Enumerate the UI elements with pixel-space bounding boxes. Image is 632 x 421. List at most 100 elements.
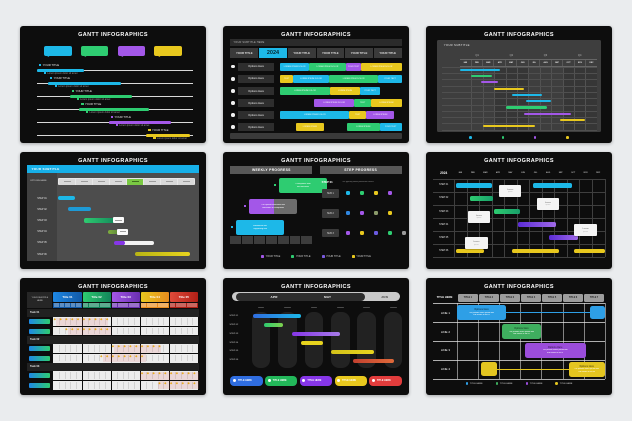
slide-2-gantt-options-table[interactable]: GANTT INFOGRAPHICS YOUR SUBTITLE HERE YOUR… — [223, 26, 409, 143]
cell-divider — [122, 345, 124, 353]
month-label: JUL — [527, 60, 539, 66]
slide-7-tasks-matrix[interactable]: GANTT INFOGRAPHICS YOUR SUBTITLE HERE Titl… — [20, 278, 206, 395]
column-header: Title 05 — [169, 292, 198, 302]
line-label: LINE 4 — [440, 367, 450, 372]
cell-divider — [128, 372, 129, 380]
timeline-segment — [178, 178, 195, 185]
grid-vline — [541, 178, 543, 258]
cell-divider — [122, 381, 124, 389]
subcol-strip — [169, 302, 198, 308]
marker-diamond-icon: ◆ — [164, 371, 167, 376]
subcol-square — [175, 303, 181, 308]
cell-divider — [163, 372, 164, 380]
task-row: ◆ ◆ ◆ ◆ ◆ ◆ ◆ ◆ — [27, 353, 198, 363]
month-label: OCT — [571, 172, 576, 175]
gantt-bar — [533, 183, 572, 188]
months-row: JAN FEB MAR APR MAY JUN JUL AUG SEP OCT NOV DEC — [454, 167, 605, 179]
legend-dot — [525, 382, 529, 385]
header-cell: YOUR TITLE — [373, 47, 402, 58]
bubble-tail — [84, 54, 89, 59]
gantt-bar — [480, 81, 498, 84]
bar-label: YOUR TITLE — [111, 115, 131, 119]
slide-6-gantt-year-table[interactable]: GANTT INFOGRAPHICS 2024 JAN FEB MAR APR MAY JUN… — [426, 152, 612, 269]
slide-4-gantt-steps[interactable]: GANTT INFOGRAPHICS YOUR SUBTITLE OPTIONS H… — [20, 152, 206, 269]
gradient-bar — [29, 328, 51, 334]
cell-divider — [117, 372, 118, 380]
bar-segment: LOREM IPSUM — [371, 98, 402, 108]
cell-divider — [64, 345, 66, 353]
cell-divider — [88, 381, 89, 389]
marker-diamond-icon: ◆ — [65, 326, 68, 331]
month-label: JUN — [381, 294, 389, 299]
options-row: Options Here LOREM IPSUM DOLOR LOREM IPSUM… — [230, 62, 402, 72]
marker-diamond-icon: ◆ — [158, 380, 161, 385]
column-header: TITLE 7 — [584, 293, 604, 302]
slide-1-gantt-progress-lines[interactable]: GANTT INFOGRAPHICS YOUR TITLE Lorem ipsum … — [20, 26, 206, 143]
cell-divider — [64, 354, 66, 362]
slide-9-lines-matrix[interactable]: GANTT INFOGRAPHICS TITLE HERE TITLE 1 TITLE… — [426, 278, 612, 395]
grid-hline — [433, 205, 605, 206]
slide-8-rounded-timeline[interactable]: GANTT INFOGRAPHICS APR MAY JUN STEP 01 STEP 0… — [223, 278, 409, 395]
cell-divider — [75, 354, 77, 362]
marker-diamond-icon: ◆ — [88, 317, 91, 322]
connector-dot — [244, 205, 247, 208]
slides-grid: GANTT INFOGRAPHICS YOUR TITLE Lorem ipsum … — [20, 26, 612, 395]
cell-divider — [151, 327, 153, 335]
grid-hline — [433, 340, 605, 342]
cell-divider — [70, 372, 71, 380]
cell-divider — [64, 372, 66, 380]
month-label: JUN — [521, 172, 525, 175]
week-squares — [230, 236, 313, 245]
marker-diamond-icon: ◆ — [94, 317, 97, 322]
grid-body — [442, 66, 597, 131]
legend-item: TITLE HERE — [465, 382, 483, 385]
legend-pill: TITLE HERE — [230, 376, 263, 386]
cell-divider — [117, 327, 118, 335]
subcol-square — [94, 303, 100, 308]
cell-divider — [70, 327, 71, 335]
cell-divider — [70, 381, 71, 389]
marker-diamond-icon: ◆ — [123, 344, 126, 349]
cell-divider — [64, 327, 66, 335]
bar-track: LOREM IPSUM LOREM IPSUM YOUR TEXT — [280, 123, 402, 132]
note-card: Lorem ipsum — [536, 198, 560, 210]
grid-cell — [111, 353, 140, 363]
connector-dot — [274, 184, 276, 186]
subcol-square — [146, 303, 152, 308]
speech-bubble — [44, 45, 72, 57]
grid-cell — [111, 344, 140, 354]
progress-dot — [345, 190, 350, 195]
month-label: SEP — [550, 60, 562, 66]
grid-vline — [566, 178, 568, 258]
bar-label: YOUR TITLE — [72, 89, 91, 93]
subcol-square — [65, 303, 70, 308]
legend-dot — [465, 382, 469, 385]
marker-diamond-icon: ◆ — [187, 371, 190, 376]
slide-5-progress-panels[interactable]: GANTT INFOGRAPHICS WEEKLY PROGRESS STEP PR… — [223, 152, 409, 269]
task-box-text: The periods works period with — [542, 349, 568, 352]
bar-track: LOREM IPSUM DOLOR TEXT LOREM IPSUM — [280, 111, 402, 120]
options-row: Options Here LOREM IPSUM LOREM IPSUM YOUR T… — [230, 123, 402, 132]
legend-label: TITLE HERE — [237, 379, 252, 383]
cell-divider — [93, 345, 95, 353]
column-header: Title 03 — [111, 292, 140, 302]
grid-body: LINE 1 LINE 2 LINE 3 LINE 4 Options Here The … — [433, 303, 606, 380]
cell-divider — [93, 327, 95, 335]
grid-hline — [442, 104, 597, 106]
note-line: ipsum — [473, 243, 479, 246]
cell-divider — [70, 354, 71, 362]
cell-divider — [157, 345, 159, 353]
cell-divider — [99, 345, 100, 353]
corner-cell: TITLE HERE — [436, 296, 453, 300]
callout-text: The spread orientated into — [261, 203, 286, 206]
grid-hline — [442, 117, 597, 118]
task-row: ◆ ◆ ◆ ◆ ◆ ◆ ◆ ◆ ◆ ◆ — [27, 371, 199, 381]
note-line: ipsum — [545, 204, 551, 207]
gantt-bar — [512, 93, 543, 96]
gantt-bar — [67, 207, 92, 212]
cell-divider — [186, 354, 188, 362]
grid-hline — [433, 244, 605, 245]
grid-cell — [169, 380, 198, 390]
slide-3-gantt-quarters[interactable]: GANTT INFOGRAPHICS YOUR SUBTITLE Q1 Q2 Q3 Q4 J… — [426, 26, 612, 143]
marker-diamond-icon: ◆ — [100, 353, 103, 358]
